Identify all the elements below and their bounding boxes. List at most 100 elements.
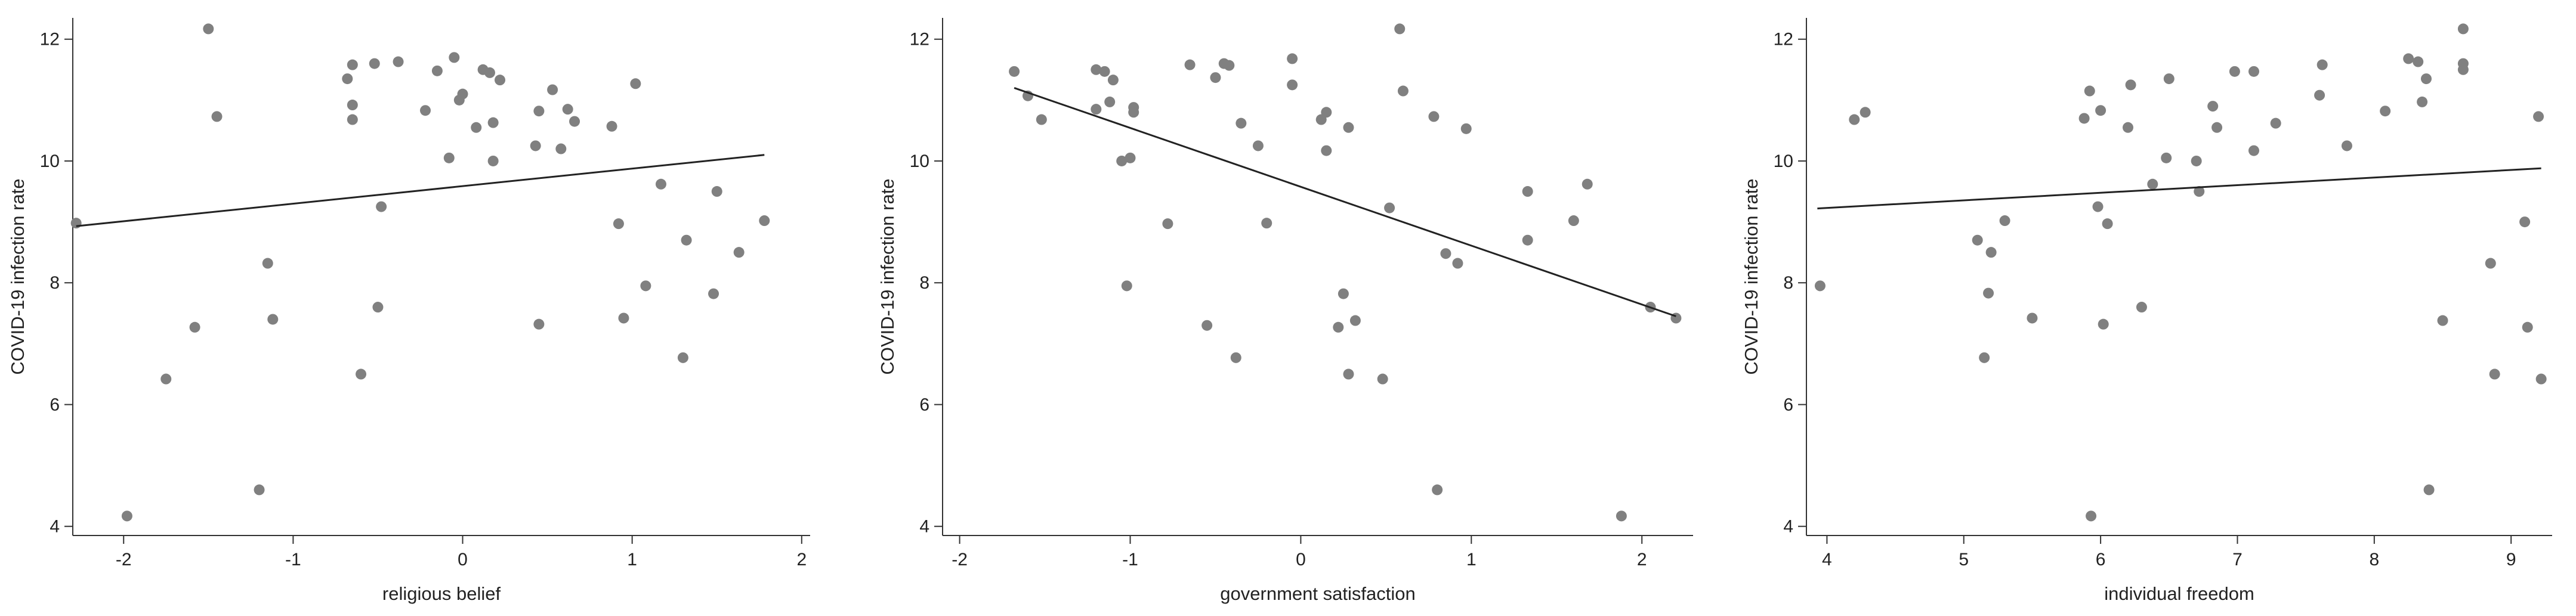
x-tick-label: -2 — [952, 550, 968, 569]
data-point — [2086, 510, 2097, 522]
x-tick-label: 9 — [2506, 550, 2516, 569]
data-point — [2211, 122, 2223, 133]
data-point — [533, 106, 545, 117]
data-point — [1252, 140, 1264, 151]
fit-line — [76, 154, 765, 227]
data-point — [547, 84, 558, 95]
data-point — [2423, 484, 2435, 496]
data-point — [495, 75, 506, 86]
data-point — [1009, 66, 1020, 77]
data-point — [1261, 218, 1272, 229]
x-tick-label: 0 — [1296, 550, 1306, 569]
data-point — [2125, 79, 2136, 91]
data-point — [1091, 64, 1102, 75]
data-point — [443, 152, 455, 163]
data-point — [1349, 315, 1361, 326]
y-tick-label: 4 — [50, 517, 60, 537]
data-point — [2420, 73, 2432, 85]
data-point — [1972, 234, 1983, 246]
data-point — [1333, 321, 1344, 333]
data-point — [1452, 258, 1463, 269]
data-point — [1099, 66, 1110, 77]
data-point — [1201, 320, 1213, 331]
data-point — [1104, 96, 1116, 107]
x-tick-label: 7 — [2232, 550, 2243, 569]
data-point — [1121, 280, 1132, 292]
x-tick-label: 4 — [1822, 550, 1832, 569]
data-point — [2163, 73, 2175, 85]
data-point — [2092, 201, 2104, 212]
data-point — [1397, 85, 1409, 97]
x-tick-label: -2 — [116, 550, 132, 569]
scatter-panel-individual-freedom: 4 6 8 10 12 4 5 6 7 8 9 individual freedom COVID-19 … — [1741, 18, 2552, 604]
data-point — [1321, 107, 1332, 118]
data-point — [1125, 152, 1136, 163]
data-point — [1522, 234, 1533, 246]
data-point — [121, 510, 132, 522]
data-point — [1522, 186, 1533, 197]
data-point — [457, 88, 468, 100]
data-point — [2122, 122, 2133, 133]
data-point — [2161, 152, 2172, 163]
data-point — [1440, 248, 1451, 259]
data-point — [471, 122, 482, 133]
data-point — [189, 321, 200, 333]
data-point — [1338, 288, 1349, 299]
x-tick-label: 2 — [796, 550, 807, 569]
data-point — [711, 186, 722, 197]
y-axis-title: COVID-19 infection rate — [877, 178, 898, 374]
data-point — [708, 288, 719, 299]
data-point — [2437, 315, 2448, 326]
data-point — [1432, 484, 1443, 496]
x-tick-label: -1 — [1122, 550, 1138, 569]
y-tick-label: 6 — [1783, 395, 1793, 414]
data-point — [356, 369, 367, 380]
data-point — [1224, 60, 1235, 71]
data-point — [2522, 321, 2533, 333]
data-point — [2457, 23, 2469, 35]
y-tick-label: 8 — [919, 273, 929, 293]
data-point — [1979, 352, 1990, 363]
data-point — [2027, 312, 2038, 324]
data-point — [347, 100, 358, 111]
data-point — [2078, 113, 2090, 124]
data-point — [1814, 280, 1826, 292]
data-point — [630, 78, 641, 89]
data-point — [655, 178, 666, 190]
data-point — [1128, 107, 1139, 118]
data-point — [431, 65, 443, 76]
data-point — [487, 155, 499, 166]
data-point — [2533, 111, 2544, 122]
fit-line — [1014, 87, 1676, 317]
x-axis-title: individual freedom — [2104, 583, 2254, 604]
x-tick-label: 1 — [627, 550, 637, 569]
x-tick-label: 6 — [2096, 550, 2106, 569]
x-tick-label: 0 — [458, 550, 468, 569]
data-point — [203, 23, 214, 35]
data-point — [420, 105, 431, 116]
data-point — [569, 116, 580, 127]
data-point — [2535, 373, 2547, 385]
data-point — [2084, 85, 2095, 97]
data-point — [2380, 106, 2391, 117]
data-point — [372, 302, 384, 313]
y-tick-label: 6 — [50, 395, 60, 414]
data-point — [2485, 258, 2496, 269]
x-axis-title: religious belief — [382, 583, 501, 604]
data-point — [211, 111, 223, 122]
data-point — [1983, 287, 1994, 299]
data-point — [1460, 123, 1472, 134]
data-point — [1107, 75, 1119, 86]
data-point — [681, 234, 692, 246]
x-tick-label: -1 — [285, 550, 301, 569]
data-point — [1849, 114, 1860, 125]
data-point — [2519, 216, 2531, 228]
data-point — [1616, 510, 1627, 522]
data-point — [1568, 215, 1579, 227]
data-point — [369, 58, 380, 69]
data-point — [342, 73, 353, 85]
data-point — [1321, 145, 1332, 156]
data-point — [2248, 145, 2259, 156]
